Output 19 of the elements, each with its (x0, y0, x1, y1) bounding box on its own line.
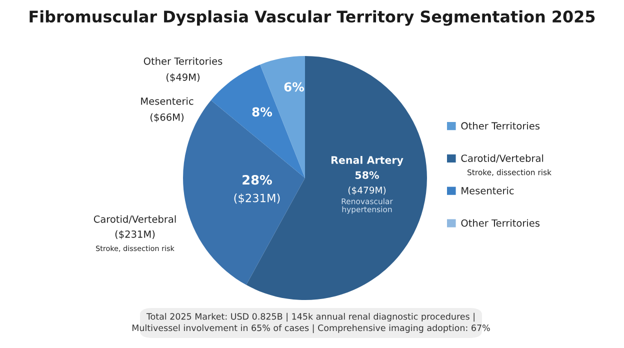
data-label: 6% (284, 82, 304, 92)
category-label: Other Territories (144, 57, 222, 65)
text: ($49M) (166, 73, 200, 82)
category-label: Carotid/Vertebral (461, 154, 544, 163)
category-label: Other Territories (461, 219, 540, 227)
slice-label: Renal Artery (331, 156, 404, 166)
text: ($231M) (234, 194, 280, 204)
legend-label: Mesenteric (462, 186, 514, 194)
text: ($231M) (115, 230, 155, 240)
data-label: 8% (252, 107, 272, 117)
text: Total 2025 Market: USD 0.825B | 145k annual renal diagnostic procedures | Multivessel involvement in 65% of cases | Comprehensive imaging adoption: 67% (132, 312, 490, 334)
chart-title: Fibromuscular Dysplasia Vascular Territory Segmentation 2025 (30, 10, 595, 26)
text: ($479M) (348, 186, 386, 195)
data-label: 58% (355, 171, 379, 179)
category-label: Mesenteric (141, 97, 194, 105)
slice-label: Carotid/Vertebral (94, 215, 176, 224)
legend-label: Other Territories (461, 122, 540, 130)
text: ($66M) (150, 113, 184, 122)
data-label: 28% (242, 175, 272, 185)
